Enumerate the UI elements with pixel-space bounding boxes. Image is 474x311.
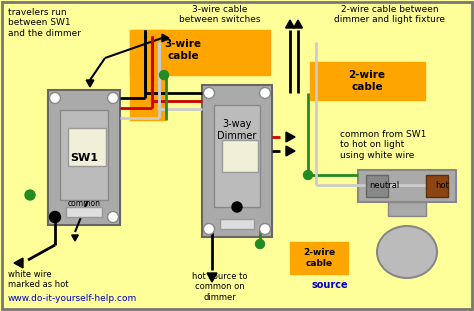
Circle shape <box>203 87 215 99</box>
Text: 2-wire
cable: 2-wire cable <box>303 248 335 268</box>
FancyBboxPatch shape <box>366 175 388 197</box>
Polygon shape <box>72 235 78 241</box>
Polygon shape <box>293 20 302 28</box>
FancyBboxPatch shape <box>220 219 254 229</box>
Text: neutral: neutral <box>369 182 399 191</box>
Circle shape <box>203 224 215 234</box>
Text: common: common <box>67 198 100 207</box>
Text: source: source <box>312 280 348 290</box>
FancyBboxPatch shape <box>358 170 456 202</box>
Text: 3-wire
cable: 3-wire cable <box>164 39 201 61</box>
FancyBboxPatch shape <box>388 202 426 216</box>
FancyBboxPatch shape <box>202 85 272 237</box>
Circle shape <box>25 190 35 200</box>
FancyBboxPatch shape <box>290 242 348 274</box>
Text: hot source to
common on
dimmer: hot source to common on dimmer <box>192 272 248 302</box>
Text: www.do-it-yourself-help.com: www.do-it-yourself-help.com <box>8 294 137 303</box>
Text: common from SW1
to hot on light
using white wire: common from SW1 to hot on light using wh… <box>340 130 427 160</box>
FancyBboxPatch shape <box>66 207 102 217</box>
Circle shape <box>49 211 61 222</box>
FancyBboxPatch shape <box>60 110 108 200</box>
Polygon shape <box>207 273 217 282</box>
FancyBboxPatch shape <box>222 140 258 172</box>
FancyBboxPatch shape <box>130 30 165 120</box>
Circle shape <box>303 170 312 179</box>
Text: 3-wire cable
between switches: 3-wire cable between switches <box>179 5 261 24</box>
Circle shape <box>49 92 61 104</box>
Circle shape <box>108 211 118 222</box>
Polygon shape <box>14 258 23 268</box>
Polygon shape <box>286 146 295 156</box>
Polygon shape <box>86 80 94 87</box>
FancyBboxPatch shape <box>310 62 425 100</box>
Text: 2-wire
cable: 2-wire cable <box>348 70 385 92</box>
Polygon shape <box>286 132 295 142</box>
Circle shape <box>108 92 118 104</box>
FancyBboxPatch shape <box>426 175 448 197</box>
FancyBboxPatch shape <box>48 90 120 225</box>
FancyBboxPatch shape <box>130 30 270 75</box>
Circle shape <box>259 87 271 99</box>
Ellipse shape <box>377 226 437 278</box>
Text: 2-wire cable between
dimmer and light fixture: 2-wire cable between dimmer and light fi… <box>335 5 446 24</box>
Polygon shape <box>162 34 169 42</box>
FancyBboxPatch shape <box>68 128 106 166</box>
Polygon shape <box>286 20 294 28</box>
Text: hot: hot <box>435 182 449 191</box>
Text: 3-way
Dimmer: 3-way Dimmer <box>217 119 257 141</box>
Circle shape <box>255 239 264 248</box>
Text: SW1: SW1 <box>70 153 98 163</box>
Circle shape <box>232 202 242 212</box>
Circle shape <box>159 71 168 80</box>
FancyBboxPatch shape <box>214 105 260 207</box>
Text: white wire
marked as hot: white wire marked as hot <box>8 270 69 290</box>
Text: travelers run
between SW1
and the dimmer: travelers run between SW1 and the dimmer <box>8 8 81 38</box>
Circle shape <box>259 224 271 234</box>
Circle shape <box>49 211 61 222</box>
